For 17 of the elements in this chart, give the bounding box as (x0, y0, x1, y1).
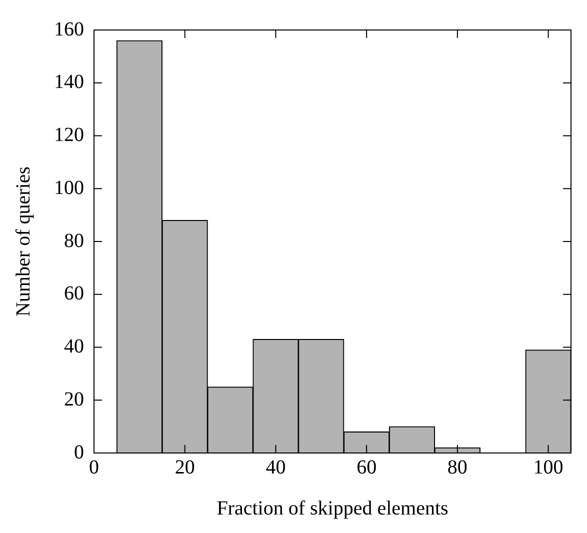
x-tick-label: 80 (447, 456, 468, 478)
y-tick-label: 160 (54, 18, 84, 40)
x-tick-label: 100 (533, 456, 564, 478)
y-tick-label: 0 (74, 441, 84, 464)
x-tick-label: 0 (89, 456, 99, 478)
y-tick-label: 40 (64, 336, 84, 358)
y-tick-label: 80 (64, 230, 84, 252)
y-tick-label: 120 (54, 124, 84, 146)
x-tick-label: 60 (356, 456, 377, 478)
y-tick-label: 140 (54, 71, 84, 94)
y-tick-label: 20 (64, 388, 84, 410)
x-tick-label: 20 (174, 456, 195, 478)
y-tick-label: 100 (54, 176, 84, 199)
y-axis-title: Number of queries (12, 166, 34, 316)
x-axis-title: Fraction of skipped elements (216, 497, 449, 520)
y-tick-label: 60 (64, 282, 84, 305)
x-tick-label: 40 (266, 456, 286, 478)
